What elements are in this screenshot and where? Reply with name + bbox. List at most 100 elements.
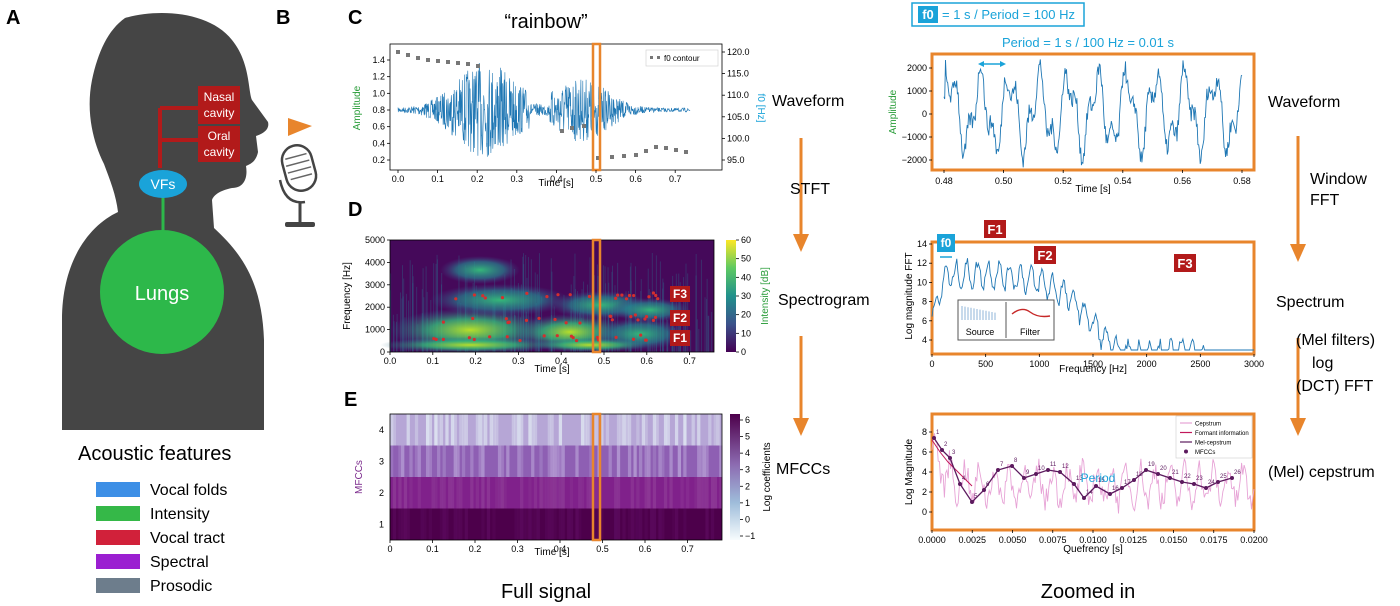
nasal-cavity-box [198,86,240,124]
cbar-tick-label: 6 [745,415,750,425]
f0-contour-point [560,129,564,133]
formant-track-point [556,293,560,297]
mfcc-cell [437,445,441,477]
mfcc-cell [594,414,598,446]
mfcc-cell [520,477,524,509]
mfcc-cell [644,414,648,446]
mfcc-cell [583,414,587,446]
mfcc-cell [674,508,679,540]
mfcc-cell [639,508,643,540]
x-tick-label: 0.54 [1114,176,1132,186]
spectrogram-streak [707,315,709,352]
mfcc-cell [390,414,394,446]
mfcc-point [958,482,962,486]
mfcc-cell [550,445,554,477]
formant-badge [670,330,690,346]
mfcc-cell [627,508,632,540]
mfcc-cell [423,508,427,540]
y-tick-label: 1000 [365,325,385,335]
mfcc-cell [666,414,670,446]
formant-track-point [553,317,557,322]
mfcc-cell [531,445,535,477]
mfcc-cell [619,414,623,446]
mfcc-cell [636,414,640,446]
mfcc-cell [713,414,717,446]
mfcc-cell [453,414,457,446]
mfcc-index-label: 6 [986,482,990,488]
oral-label-2: cavity [204,145,235,159]
mfcc-index-label: 19 [1148,462,1155,468]
formant-track-point [488,335,492,339]
f0-formula-box [911,2,1085,27]
flow-right-dct: (DCT) FFT [1296,378,1374,395]
mfcc-cell [392,414,397,446]
y-tick-label: 8 [922,297,927,307]
formant-track-point [504,317,508,321]
x-tick-label: 0.56 [1174,176,1192,186]
mfcc-index-label: 22 [1184,474,1191,480]
mfcc-index-label: 24 [1208,480,1215,486]
y-tick-label: 14 [917,239,927,249]
mfcc-cell [661,445,665,477]
mfcc-cell [533,508,538,540]
formant-track-point [471,316,475,321]
f0-contour-point [644,149,648,153]
panel-label-e: E [344,389,357,411]
mfcc-index-label: 5 [974,494,978,500]
spectrogram-streak [409,260,411,352]
mfcc-point [1168,476,1172,480]
mfcc-point [1204,486,1208,490]
x-axis-label: Time [s] [534,364,569,375]
f0-legend-label: f0 contour [664,54,700,63]
cbar-tick-label: 30 [741,291,751,301]
legend-label: Formant information [1195,431,1249,437]
mfcc-index-label: 14 [1086,490,1093,496]
formant-track-point [627,293,632,298]
mfcc-cell [702,445,706,477]
spectrogram-streak [435,263,437,352]
mfcc-cell [608,445,612,477]
x-tick-label: 0.6 [641,356,654,366]
mfcc-cell [622,414,626,446]
legend-swatch [96,578,140,593]
formant-track-point [616,293,620,297]
mfcc-cell [453,445,457,477]
formant-track-point [569,334,574,338]
x-tick-label: 0.7 [681,544,694,554]
y-tick-label: 4 [922,467,927,477]
f0-badge [918,6,938,23]
mfcc-cell [520,414,524,446]
x-tick-label: 0 [387,544,392,554]
legend-label: Cepstrum [1195,422,1221,428]
mfcc-cell [547,477,551,509]
formant-label: F3 [673,287,687,301]
mfcc-point [1192,482,1196,486]
x-tick-label: 3000 [1244,359,1264,369]
x-tick-label: 0.4 [550,174,563,184]
mfcc-cell [647,445,651,477]
mfcc-cell [547,414,551,446]
formant-track-point [620,293,624,297]
mfcc-cell [683,508,687,540]
mfcc-cell [553,477,557,509]
mfcc-cell [475,414,480,446]
mfcc-cell [652,477,657,509]
spectrogram-streak [695,275,697,352]
mfcc-cell [669,445,673,477]
mfcc-cell [708,414,712,446]
flow-right-cepstrum: (Mel) cepstrum [1268,464,1375,481]
colorbar [726,240,736,352]
flow-arrowhead-3 [1290,244,1306,262]
x-axis-label: Quefrency [s] [1063,544,1123,555]
y-tick-label: 4 [922,335,927,345]
mfcc-cell [710,508,715,540]
y-axis-label: Log magnitude FFT [904,252,915,339]
f0-contour-point [476,64,480,68]
mfcc-cell [691,414,695,446]
mfcc-cell [644,508,648,540]
mfcc-cell [674,414,679,446]
mfcc-cell [470,477,474,509]
mfcc-cell [500,445,504,477]
formant-track-point [636,318,640,322]
mfcc-index-label: 21 [1172,470,1179,476]
